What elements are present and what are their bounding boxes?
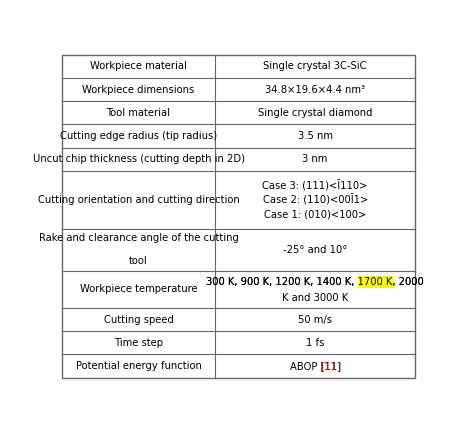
Text: Workpiece material: Workpiece material xyxy=(90,61,187,71)
Text: 3.5 nm: 3.5 nm xyxy=(298,131,332,141)
Text: Tool material: Tool material xyxy=(106,108,171,118)
Text: 1 fs: 1 fs xyxy=(306,338,324,348)
Text: Cutting edge radius (tip radius): Cutting edge radius (tip radius) xyxy=(60,131,217,141)
Bar xyxy=(358,276,392,288)
Text: Case 1: (010)<100>: Case 1: (010)<100> xyxy=(264,209,366,220)
Text: 3 nm: 3 nm xyxy=(302,154,328,164)
Text: Case 2: (110)<00Ī1>: Case 2: (110)<00Ī1> xyxy=(263,194,368,205)
Text: Time step: Time step xyxy=(114,338,163,348)
Text: -25° and 10°: -25° and 10° xyxy=(283,245,347,255)
Text: 300 K, 900 K, 1200 K, 1400 K, 1700 K, 2000: 300 K, 900 K, 1200 K, 1400 K, 1700 K, 20… xyxy=(206,277,424,287)
Text: Workpiece dimensions: Workpiece dimensions xyxy=(82,84,195,95)
Text: Rake and clearance angle of the cutting

tool: Rake and clearance angle of the cutting … xyxy=(39,233,239,267)
Text: Cutting orientation and cutting direction: Cutting orientation and cutting directio… xyxy=(38,195,239,205)
Text: Case 3: (111)<Ī110>: Case 3: (111)<Ī110> xyxy=(262,180,368,191)
Text: ABOP [11]: ABOP [11] xyxy=(290,361,341,371)
Text: [11]: [11] xyxy=(320,361,341,371)
Text: Potential energy function: Potential energy function xyxy=(76,361,201,371)
Text: 300 K, 900 K, 1200 K, 1400 K, 1700 K, 2000: 300 K, 900 K, 1200 K, 1400 K, 1700 K, 20… xyxy=(206,277,424,287)
Text: Single crystal 3C-SiC: Single crystal 3C-SiC xyxy=(263,61,367,71)
Text: 34.8×19.6×4.4 nm³: 34.8×19.6×4.4 nm³ xyxy=(265,84,365,95)
Text: Cutting speed: Cutting speed xyxy=(104,315,173,324)
Text: Uncut chip thickness (cutting depth in 2D): Uncut chip thickness (cutting depth in 2… xyxy=(33,154,245,164)
Text: K and 3000 K: K and 3000 K xyxy=(282,293,348,303)
Text: Workpiece temperature: Workpiece temperature xyxy=(80,284,197,294)
Text: Single crystal diamond: Single crystal diamond xyxy=(258,108,372,118)
Text: 50 m/s: 50 m/s xyxy=(298,315,332,324)
